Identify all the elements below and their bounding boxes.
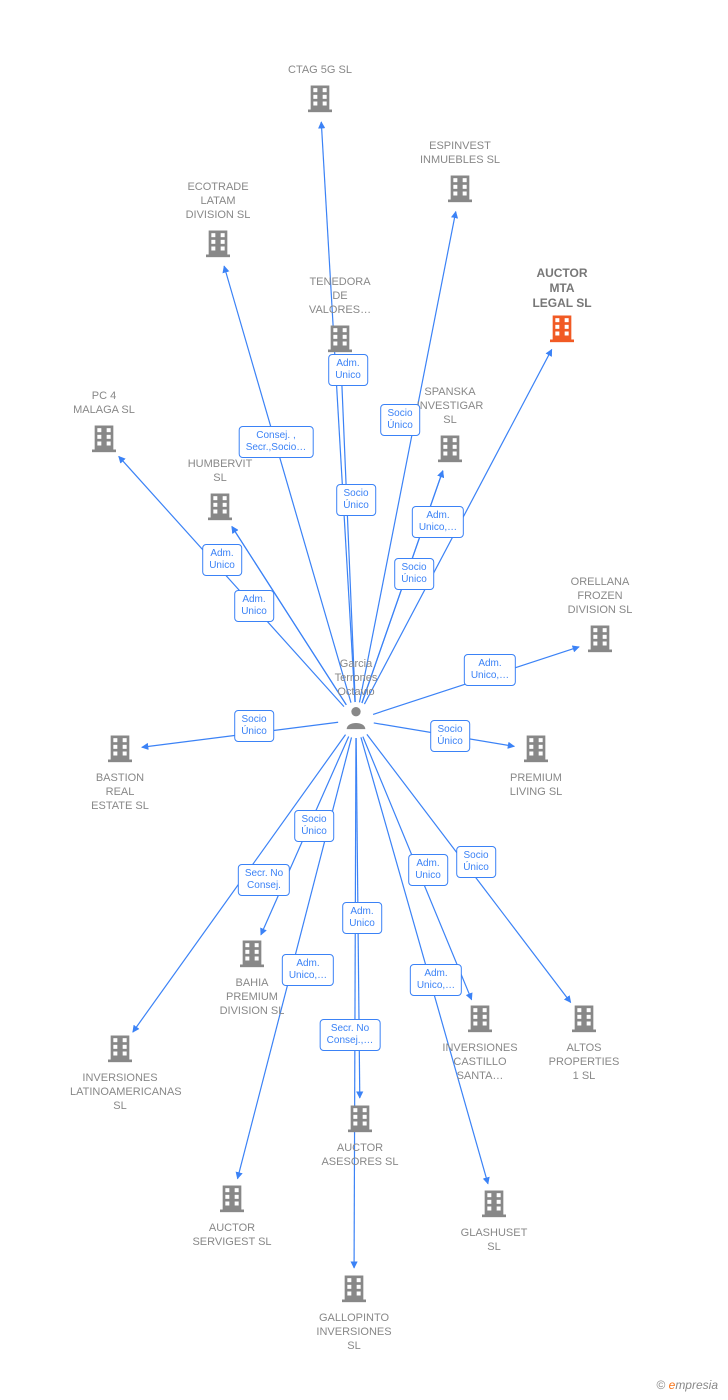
edge-line [341, 362, 355, 702]
person-icon[interactable] [342, 704, 370, 737]
building-icon[interactable] [202, 227, 234, 264]
building-icon[interactable] [204, 490, 236, 527]
edge-line [374, 723, 515, 746]
building-icon[interactable] [88, 422, 120, 459]
building-icon[interactable] [464, 1002, 496, 1039]
building-icon[interactable] [568, 1002, 600, 1039]
building-icon[interactable] [338, 1272, 370, 1309]
copyright-symbol: © [656, 1378, 665, 1392]
brand-rest: mpresia [675, 1378, 718, 1392]
building-icon[interactable] [444, 172, 476, 209]
building-icon[interactable] [434, 432, 466, 469]
building-icon[interactable] [304, 82, 336, 119]
edge-line [373, 647, 579, 715]
building-icon[interactable] [104, 1032, 136, 1069]
edge-line [362, 471, 443, 703]
edge-line [354, 738, 356, 1268]
building-icon[interactable] [584, 622, 616, 659]
building-icon[interactable] [216, 1182, 248, 1219]
edge-line [261, 736, 349, 934]
edge-line [321, 122, 355, 702]
edge-line [142, 722, 338, 747]
building-icon[interactable] [546, 312, 578, 349]
building-icon[interactable] [344, 1102, 376, 1139]
network-diagram [0, 0, 728, 1400]
building-icon[interactable] [104, 732, 136, 769]
building-icon[interactable] [478, 1187, 510, 1224]
edge-line [356, 738, 360, 1098]
edge-line [363, 737, 472, 1000]
edge-line [361, 737, 488, 1184]
building-icon[interactable] [324, 322, 356, 359]
edge-line [232, 527, 346, 705]
watermark: © empresia [656, 1378, 718, 1392]
building-icon[interactable] [520, 732, 552, 769]
edge-line [367, 734, 571, 1002]
edge-line [364, 349, 551, 704]
building-icon[interactable] [236, 937, 268, 974]
